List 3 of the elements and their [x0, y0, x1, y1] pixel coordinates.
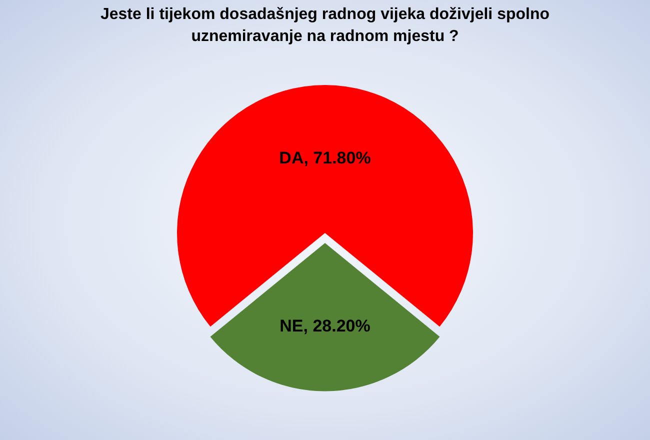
slice-label: NE, 28.20% — [280, 316, 370, 336]
chart-title: Jeste li tijekom dosadašnjeg radnog vijeka doživjeli spolno uznemiravanje na radnom mjestu ? — [99, 5, 550, 47]
slice-label: DA, 71.80% — [279, 148, 371, 168]
